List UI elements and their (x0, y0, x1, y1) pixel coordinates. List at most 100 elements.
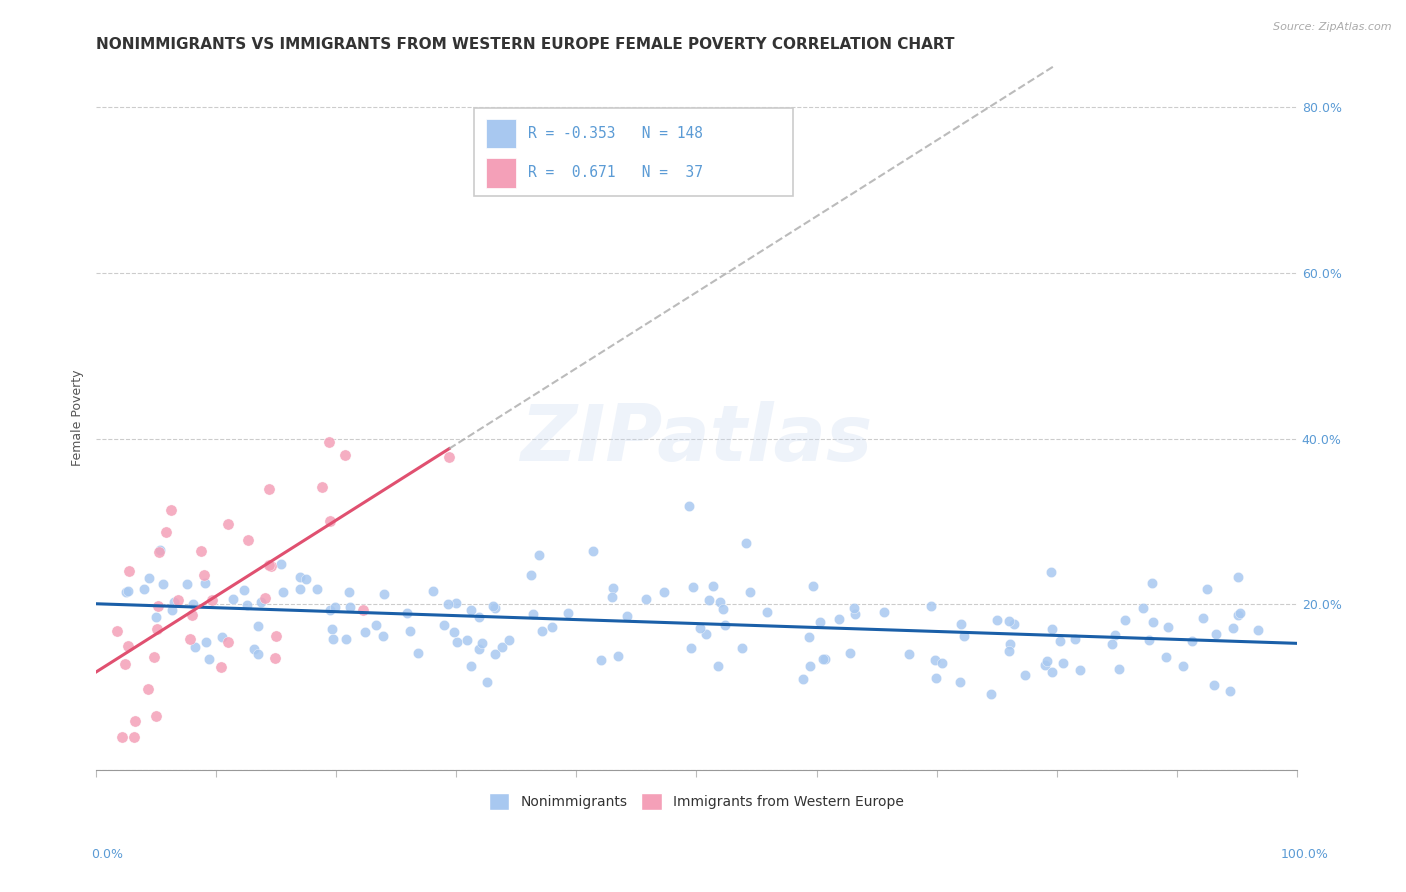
Point (799, 659, 821, 673)
Point (319, 514, 342, 528)
Point (124, 714, 146, 728)
Point (242, 642, 264, 657)
Point (1049, 633, 1071, 648)
Point (318, 435, 340, 450)
Point (697, 592, 720, 607)
FancyBboxPatch shape (486, 158, 516, 187)
Point (1142, 615, 1164, 629)
Point (318, 603, 340, 617)
Point (446, 635, 468, 649)
Point (557, 606, 579, 620)
FancyBboxPatch shape (486, 119, 516, 148)
Point (1219, 684, 1241, 698)
Text: R = -0.353   N = 148: R = -0.353 N = 148 (529, 126, 703, 141)
Point (460, 603, 482, 617)
Point (634, 592, 657, 607)
Point (211, 630, 233, 644)
Point (484, 648, 506, 662)
Point (1014, 668, 1036, 682)
Point (810, 615, 832, 629)
Point (305, 582, 328, 596)
Point (799, 631, 821, 645)
Point (1137, 633, 1160, 648)
Point (591, 653, 613, 667)
Point (146, 599, 169, 613)
Point (1181, 634, 1204, 648)
Point (491, 640, 513, 654)
Point (654, 585, 676, 599)
Point (433, 618, 456, 632)
Point (924, 653, 946, 667)
Point (1052, 656, 1074, 670)
Point (264, 651, 287, 665)
Point (998, 614, 1021, 628)
Point (695, 626, 717, 640)
Point (184, 640, 207, 654)
Point (986, 613, 1008, 627)
Point (689, 621, 711, 635)
Point (1064, 632, 1087, 646)
Point (117, 583, 139, 598)
Point (471, 635, 494, 649)
Point (1229, 606, 1251, 620)
Point (148, 545, 170, 559)
Point (475, 674, 498, 689)
Point (811, 652, 834, 666)
Point (339, 599, 361, 614)
Point (1000, 637, 1022, 651)
Point (1002, 617, 1025, 632)
Point (740, 585, 762, 599)
Point (444, 596, 467, 610)
Point (682, 580, 704, 594)
Point (467, 609, 489, 624)
Point (194, 575, 217, 590)
Point (1114, 613, 1136, 627)
Point (155, 524, 177, 539)
Point (337, 585, 360, 599)
Point (437, 450, 460, 465)
Point (1040, 665, 1063, 679)
Point (321, 622, 343, 636)
Point (616, 609, 638, 624)
Point (827, 612, 849, 626)
Point (1132, 600, 1154, 615)
Point (105, 624, 128, 638)
Point (460, 659, 482, 673)
Point (531, 624, 554, 638)
Point (198, 652, 221, 666)
Point (540, 620, 562, 634)
Point (193, 568, 215, 582)
Point (678, 500, 700, 514)
Point (233, 583, 256, 598)
Point (607, 649, 630, 664)
Point (931, 657, 953, 671)
Point (801, 579, 824, 593)
Point (949, 675, 972, 690)
Point (484, 601, 506, 615)
Point (270, 557, 292, 571)
Point (842, 600, 865, 615)
Point (711, 602, 734, 616)
Point (195, 635, 218, 649)
Point (707, 658, 730, 673)
Point (702, 579, 724, 593)
Point (602, 581, 624, 595)
Point (443, 625, 465, 640)
Point (679, 640, 702, 655)
Point (162, 595, 184, 609)
Point (1157, 620, 1180, 634)
Point (1108, 662, 1130, 676)
Point (456, 632, 478, 647)
Point (201, 593, 224, 607)
Point (709, 595, 731, 609)
Point (792, 673, 814, 687)
Point (335, 632, 357, 647)
Point (1247, 624, 1270, 638)
Point (734, 536, 756, 550)
Text: Source: ZipAtlas.com: Source: ZipAtlas.com (1274, 22, 1392, 32)
Text: NONIMMIGRANTS VS IMMIGRANTS FROM WESTERN EUROPE FEMALE POVERTY CORRELATION CHART: NONIMMIGRANTS VS IMMIGRANTS FROM WESTERN… (96, 37, 955, 53)
Point (1171, 659, 1194, 673)
Point (217, 635, 239, 649)
Point (145, 709, 167, 723)
Point (247, 618, 270, 632)
